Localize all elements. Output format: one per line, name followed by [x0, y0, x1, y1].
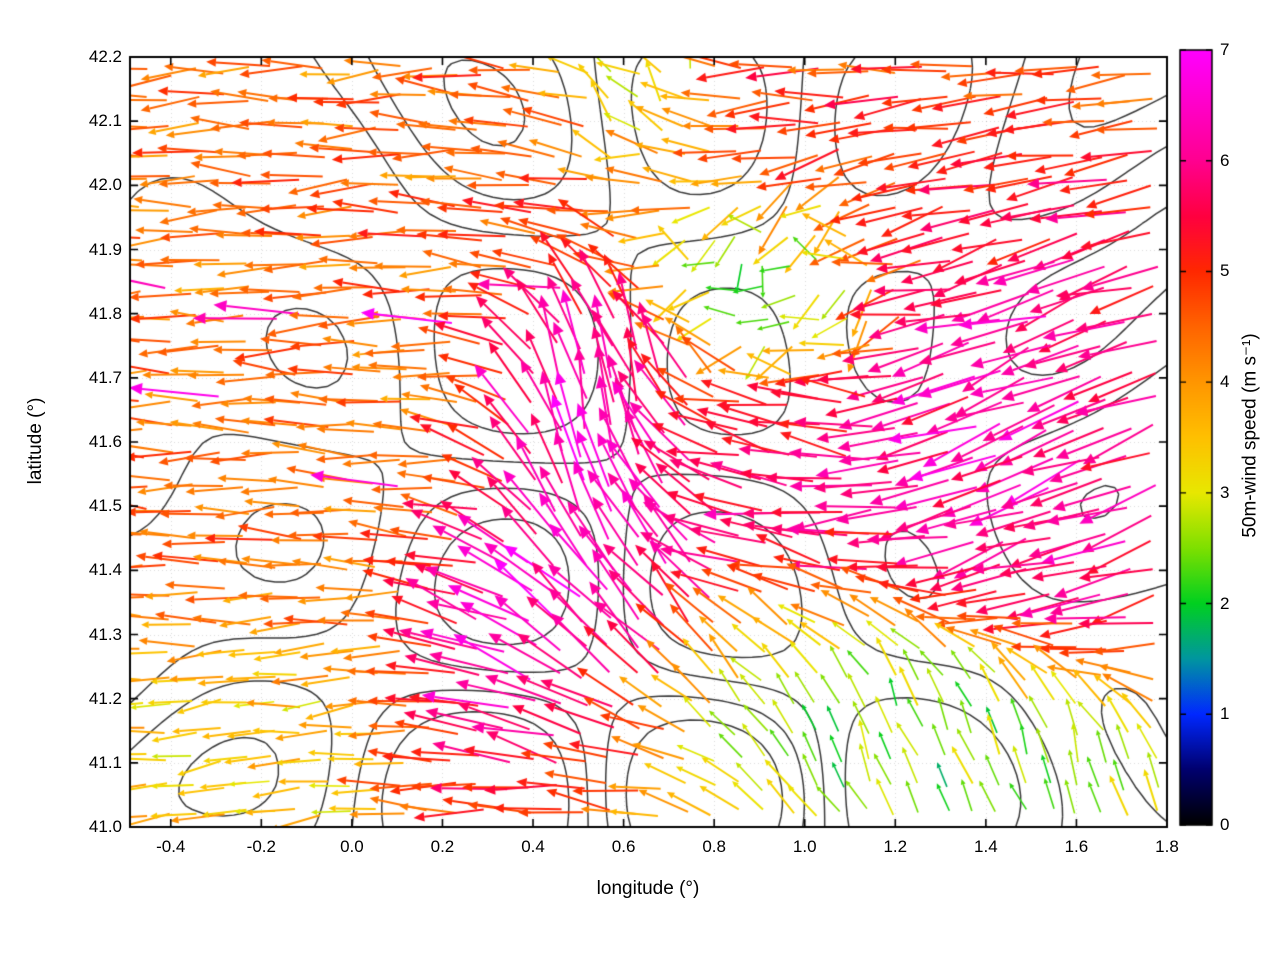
y-tick-label: 41.0 — [88, 817, 122, 836]
y-tick-label: 41.4 — [88, 560, 122, 580]
y-tick-label: 41.5 — [88, 496, 122, 516]
colorbar-tick-label: 5 — [1220, 261, 1230, 281]
x-tick-label: 1.2 — [883, 837, 908, 856]
y-tick-label: 41.6 — [88, 432, 122, 451]
y-tick-label: 41.3 — [88, 624, 122, 644]
x-tick-label: 1.8 — [1155, 837, 1179, 856]
y-tick-label: 41.7 — [88, 367, 122, 387]
y-tick-label: 42.0 — [88, 175, 122, 195]
y-tick-label: 41.8 — [88, 303, 122, 323]
x-tick-label: 0.0 — [340, 837, 364, 856]
x-axis-label: longitude (°) — [596, 878, 700, 899]
x-tick-label: 1.4 — [974, 837, 998, 856]
colorbar-tick-label: 0 — [1220, 815, 1230, 834]
x-tick-label: 1.6 — [1064, 837, 1089, 856]
x-tick-label: 0.4 — [521, 837, 545, 856]
y-tick-label: 42.2 — [88, 47, 122, 66]
y-tick-label: 41.2 — [88, 688, 122, 708]
y-axis-label: latitude (°) — [25, 397, 46, 485]
colorbar-tick-label: 1 — [1220, 704, 1230, 724]
colorbar-tick-label: 2 — [1220, 593, 1230, 613]
y-tick-label: 42.1 — [88, 111, 122, 131]
x-tick-label: 0.8 — [702, 837, 726, 856]
x-tick-label: 0.6 — [611, 837, 636, 856]
x-tick-label: -0.2 — [246, 837, 276, 856]
colorbar-tick-label: 3 — [1220, 482, 1230, 502]
colorbar-label: 50m-wind speed (m s⁻¹) — [1239, 333, 1261, 538]
colorbar-tick-label: 6 — [1220, 150, 1230, 170]
x-tick-label: 0.2 — [430, 837, 455, 856]
colorbar-tick-label: 7 — [1220, 40, 1230, 59]
colorbar-tick-label: 4 — [1220, 372, 1230, 392]
y-tick-label: 41.9 — [88, 239, 122, 259]
x-tick-label: -0.4 — [156, 837, 186, 856]
y-tick-label: 41.1 — [88, 752, 122, 772]
x-tick-label: 1.0 — [792, 837, 817, 856]
